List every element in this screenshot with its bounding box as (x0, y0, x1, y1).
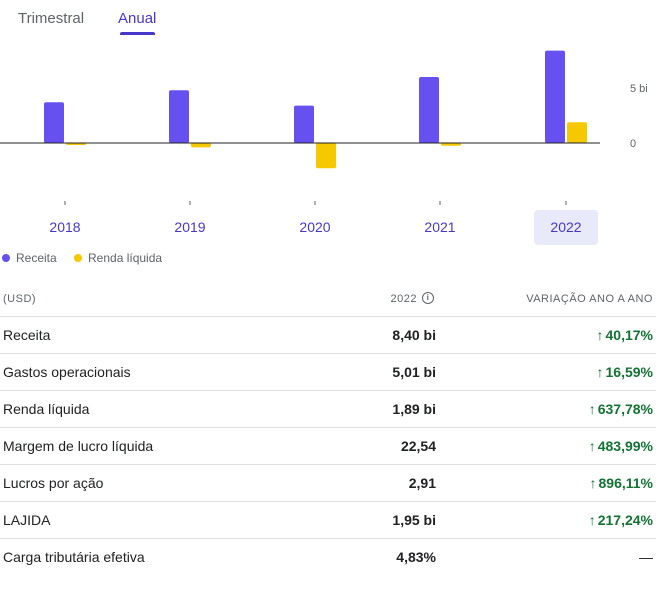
row-change-value: — (639, 549, 653, 565)
bar-renda-liquida (191, 143, 211, 148)
y-tick-label: 5 bi (630, 83, 648, 95)
row-label: LAJIDA (3, 512, 51, 528)
bar-receita (419, 77, 439, 143)
arrow-up-icon: ↑ (588, 438, 596, 454)
bar-receita (169, 90, 189, 143)
legend-item-renda-liquida[interactable]: Renda líquida (74, 251, 162, 265)
table-row: LAJIDA 1,95 bi ↑ 217,24% (0, 502, 656, 539)
selected-year-highlight (534, 210, 598, 245)
arrow-up-icon: ↑ (588, 401, 596, 417)
legend-label-receita: Receita (16, 251, 57, 265)
row-value: 2,91 (408, 475, 436, 491)
row-label: Margem de lucro líquida (3, 438, 154, 454)
table-row: Renda líquida 1,89 bi ↑ 637,78% (0, 391, 656, 428)
row-label: Carga tributária efetiva (3, 549, 145, 565)
tab-anual[interactable]: Anual (118, 10, 157, 27)
row-change: — (639, 549, 653, 565)
info-icon[interactable]: i (422, 292, 434, 305)
header-year-label: 2022 (390, 293, 417, 305)
bar-renda-liquida (441, 143, 461, 146)
legend-label-renda-liquida: Renda líquida (88, 251, 163, 265)
row-value: 22,54 (400, 438, 436, 454)
arrow-up-icon: ↑ (596, 364, 604, 380)
period-tabs: Trimestral Anual (0, 0, 658, 40)
legend-dot-renda-liquida (74, 253, 82, 262)
row-change: ↑ 217,24% (589, 512, 653, 528)
bar-receita (294, 105, 314, 143)
selected-tab-indicator (120, 32, 155, 35)
x-tick-label: 2021 (424, 219, 455, 235)
bar-receita (44, 102, 64, 143)
financials-table: (USD) 2022 i VARIAÇÃO ANO A ANO Receita 8,… (0, 282, 656, 575)
financial-bar-chart: 5 bi 0 2018 2019 2020 2021 2022 (0, 50, 648, 245)
table-row: Margem de lucro líquida 22,54 ↑ 483,99% (0, 428, 656, 465)
row-change-value: 40,17% (605, 327, 653, 343)
x-tick-label: 2022 (550, 219, 581, 235)
bar-receita (545, 50, 565, 143)
table-row: Carga tributária efetiva 4,83% — (0, 539, 656, 575)
row-change: ↑ 16,59% (597, 364, 653, 380)
y-tick-label: 0 (630, 138, 636, 150)
header-change: VARIAÇÃO ANO A ANO (526, 293, 653, 305)
row-label: Lucros por ação (3, 475, 104, 491)
row-change-value: 217,24% (597, 512, 653, 528)
row-value: 8,40 bi (392, 327, 436, 343)
row-change: ↑ 40,17% (597, 327, 653, 343)
x-tick-label: 2019 (174, 219, 205, 235)
arrow-up-icon: ↑ (589, 475, 597, 491)
row-label: Renda líquida (3, 401, 90, 417)
row-change: ↑ 896,11% (590, 475, 654, 491)
arrow-up-icon: ↑ (596, 327, 604, 343)
x-tick-label: 2018 (49, 219, 80, 235)
header-currency: (USD) (3, 293, 37, 305)
row-value: 1,95 bi (392, 512, 436, 528)
table-row: Gastos operacionais 5,01 bi ↑ 16,59% (0, 354, 656, 391)
row-change-value: 896,11% (598, 475, 654, 491)
table-row: Receita 8,40 bi ↑ 40,17% (0, 317, 656, 354)
arrow-up-icon: ↑ (588, 512, 596, 528)
row-change: ↑ 483,99% (589, 438, 653, 454)
table-body: Receita 8,40 bi ↑ 40,17% Gastos operacionais… (0, 317, 656, 575)
x-tick-label: 2020 (299, 219, 330, 235)
bar-renda-liquida (567, 122, 587, 143)
legend-item-receita[interactable]: Receita (2, 251, 57, 265)
row-change-value: 16,59% (605, 364, 653, 380)
row-change-value: 483,99% (597, 438, 653, 454)
row-value: 1,89 bi (392, 401, 436, 417)
row-value: 5,01 bi (392, 364, 436, 380)
row-change: ↑ 637,78% (589, 401, 653, 417)
tab-trimestral[interactable]: Trimestral (18, 10, 85, 27)
row-value: 4,83% (396, 549, 436, 565)
header-year: 2022 i (390, 292, 434, 305)
row-label: Receita (3, 327, 51, 343)
table-row: Lucros por ação 2,91 ↑ 896,11% (0, 465, 656, 502)
row-label: Gastos operacionais (3, 364, 131, 380)
bar-renda-liquida (316, 143, 336, 169)
legend-dot-receita (2, 253, 10, 262)
row-change-value: 637,78% (597, 401, 653, 417)
table-header: (USD) 2022 i VARIAÇÃO ANO A ANO (0, 282, 656, 317)
